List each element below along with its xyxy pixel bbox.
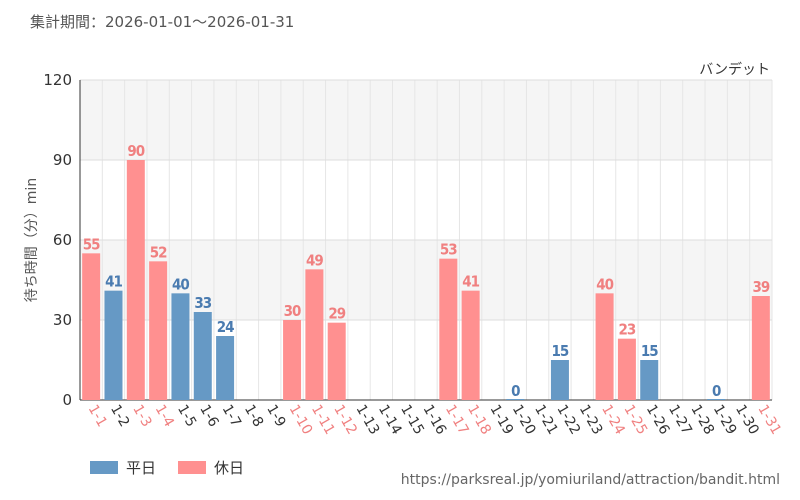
bar-1-22 [550,360,569,400]
source-url[interactable]: https://parksreal.jp/yomiuriland/attract… [400,472,780,488]
x-tick-label-1-8: 1-8 [241,402,266,430]
value-label-1-12: 29 [328,305,345,323]
y-tick-label: 60 [53,231,72,249]
bar-1-31 [751,296,770,400]
value-label-1-1: 55 [83,235,100,253]
legend-label-holiday: 休日 [214,459,245,477]
grid-band [80,80,772,160]
x-tick-label-1-5: 1-5 [174,402,199,430]
value-label-1-7: 24 [217,318,234,336]
bar-1-4 [149,261,168,400]
grid-band [80,160,772,240]
bar-1-20 [506,399,525,400]
y-axis-label: 待ち時間（分）min [24,178,40,302]
value-label-1-10: 30 [284,302,301,320]
value-label-1-26: 15 [641,342,658,360]
value-label-1-29: 0 [712,382,721,400]
x-tick-label-1-4: 1-4 [152,402,177,430]
legend-item-holiday[interactable]: 休日 [178,457,244,478]
weekday-swatch [90,461,118,474]
y-tick-label: 90 [53,151,72,169]
value-label-1-18: 41 [462,273,479,291]
bar-1-11 [305,269,324,400]
bar-1-1 [82,253,101,400]
bar-1-17 [439,258,458,400]
y-tick-label: 0 [62,391,72,409]
value-label-1-31: 39 [752,278,769,296]
value-label-1-25: 23 [619,321,636,339]
x-tick-label-1-1: 1-1 [85,402,110,430]
value-label-1-24: 40 [596,275,613,293]
attraction-name: バンデット [699,61,770,78]
bar-1-26 [640,360,659,400]
x-tick-label-1-31: 1-31 [754,402,784,438]
bar-1-2 [104,290,123,400]
value-label-1-17: 53 [440,241,457,259]
value-label-1-20: 0 [511,382,520,400]
bar-1-3 [126,160,145,400]
bar-1-7 [216,336,235,400]
x-tick-label-1-6: 1-6 [196,402,221,430]
legend-item-weekday[interactable]: 平日 [90,457,156,478]
grid-band [80,240,772,320]
bar-1-10 [283,320,302,400]
period-label: 集計期間：2026-01-01～2026-01-31 [30,13,295,31]
legend-label-weekday: 平日 [126,459,157,477]
x-tick-label-1-7: 1-7 [219,402,244,430]
x-tick-label-1-3: 1-3 [129,402,154,430]
bar-1-24 [595,293,614,400]
bar-1-12 [327,322,346,400]
value-label-1-11: 49 [306,251,323,269]
legend: 平日 休日 [90,457,244,478]
x-tick-label-1-9: 1-9 [263,402,288,430]
y-tick-label: 30 [53,311,72,329]
bar-1-6 [193,312,212,400]
y-tick-label: 120 [43,71,72,89]
value-label-1-22: 15 [552,342,569,360]
value-label-1-2: 41 [105,273,122,291]
value-label-1-3: 90 [127,142,144,160]
value-label-1-6: 33 [194,294,211,312]
value-label-1-4: 52 [150,243,167,261]
bar-1-18 [461,290,480,400]
bar-1-29 [707,399,726,400]
x-tick-label-1-2: 1-2 [107,402,132,430]
holiday-swatch [178,461,207,474]
bar-1-25 [617,338,636,400]
bar-1-5 [171,293,190,400]
value-label-1-5: 40 [172,275,189,293]
